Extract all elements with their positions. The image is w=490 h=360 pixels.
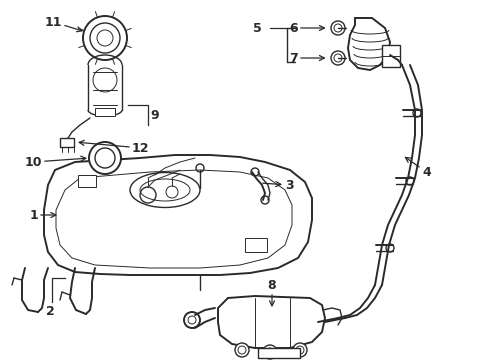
Circle shape (184, 312, 200, 328)
Text: 12: 12 (79, 140, 149, 154)
Circle shape (331, 51, 345, 65)
Text: 6: 6 (290, 22, 324, 35)
Circle shape (83, 16, 127, 60)
Text: 2: 2 (46, 305, 54, 318)
Circle shape (235, 343, 249, 357)
FancyBboxPatch shape (258, 348, 300, 358)
Text: 4: 4 (405, 157, 431, 179)
Polygon shape (44, 155, 312, 275)
Text: 5: 5 (253, 22, 262, 35)
Circle shape (293, 343, 307, 357)
Polygon shape (218, 296, 325, 348)
FancyBboxPatch shape (382, 45, 400, 67)
FancyBboxPatch shape (60, 138, 74, 147)
FancyBboxPatch shape (95, 108, 115, 116)
FancyBboxPatch shape (78, 175, 96, 187)
Circle shape (331, 21, 345, 35)
Circle shape (89, 142, 121, 174)
Text: 8: 8 (268, 279, 276, 306)
Text: 1: 1 (29, 208, 56, 221)
FancyBboxPatch shape (245, 238, 267, 252)
Text: 11: 11 (45, 15, 82, 32)
Text: 10: 10 (24, 156, 86, 168)
Text: 9: 9 (150, 108, 159, 122)
Polygon shape (348, 18, 390, 70)
Text: 7: 7 (289, 51, 324, 64)
Text: 3: 3 (263, 179, 294, 192)
Circle shape (263, 345, 277, 359)
